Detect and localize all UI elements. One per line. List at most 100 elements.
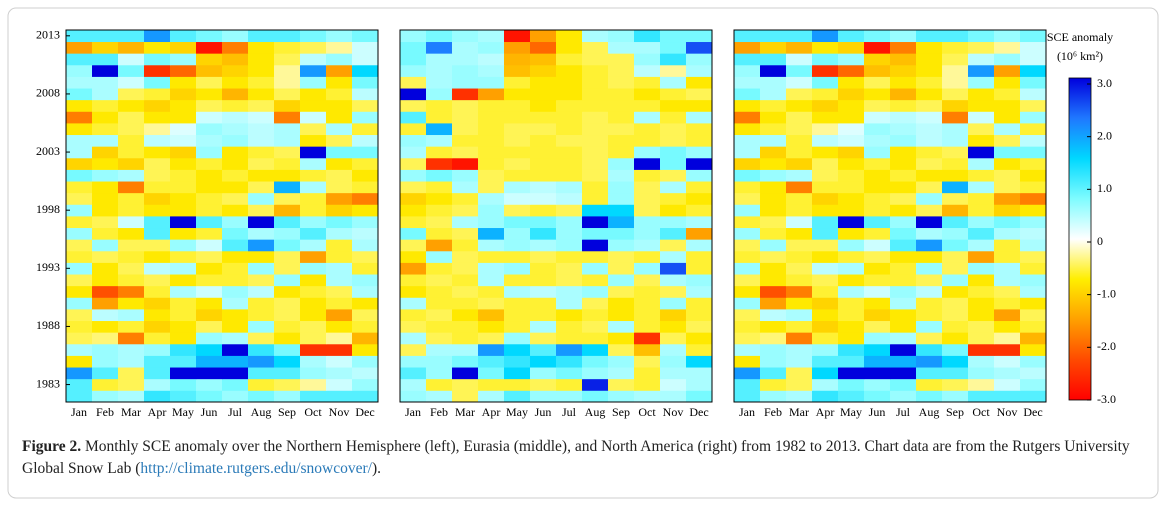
heatmap-cell [686, 332, 713, 345]
heatmap-cell [556, 64, 583, 77]
heatmap-cell [92, 320, 119, 333]
heatmap-cell [400, 239, 427, 252]
heatmap-cell [734, 123, 761, 136]
heatmap-cell [942, 53, 969, 66]
heatmap-cell [352, 134, 379, 147]
heatmap-cell [582, 204, 609, 217]
heatmap-cell [734, 134, 761, 147]
heatmap-cell [452, 250, 479, 263]
heatmap-cell [608, 53, 635, 66]
heatmap-cell [504, 111, 531, 124]
heatmap-cell [530, 390, 557, 403]
heatmap-cell [326, 30, 353, 43]
heatmap-cell [864, 88, 891, 101]
heatmap-cell [760, 123, 787, 136]
heatmap-cell [170, 390, 197, 403]
heatmap-cell [530, 309, 557, 322]
heatmap-cell [196, 169, 223, 182]
heatmap-cell [608, 309, 635, 322]
heatmap-cell [1020, 41, 1047, 54]
heatmap-cell [556, 76, 583, 89]
heatmap-cell [66, 250, 93, 263]
heatmap-cell [400, 274, 427, 287]
heatmap-cell [118, 250, 145, 263]
heatmap-cell [196, 41, 223, 54]
heatmap-cell [916, 343, 943, 356]
heatmap-cell [144, 216, 171, 229]
heatmap-cell [144, 157, 171, 170]
heatmap-cell [326, 355, 353, 368]
heatmap-cell [196, 64, 223, 77]
heatmap-cell [196, 297, 223, 310]
heatmap-cell [968, 227, 995, 240]
heatmap-cell [660, 227, 687, 240]
heatmap-cell [686, 297, 713, 310]
heatmap-cell [686, 192, 713, 205]
heatmap-cell [222, 320, 249, 333]
heatmap-cell [942, 181, 969, 194]
heatmap-cell [400, 88, 427, 101]
heatmap-cell [812, 157, 839, 170]
heatmap-cell [326, 99, 353, 112]
heatmap-cell [530, 134, 557, 147]
heatmap-cell [838, 309, 865, 322]
heatmap-cell [916, 297, 943, 310]
heatmap-cell [1020, 181, 1047, 194]
heatmap-cell [352, 297, 379, 310]
heatmap-cell [608, 204, 635, 217]
heatmap-cell [274, 367, 301, 380]
heatmap-cell [170, 169, 197, 182]
heatmap-cell [118, 53, 145, 66]
heatmap-cell [170, 30, 197, 43]
heatmap-cell [634, 76, 661, 89]
heatmap-cell [504, 53, 531, 66]
heatmap-cell [426, 146, 453, 159]
caption-text: Monthly SCE anomaly over the Northern He… [22, 438, 1130, 477]
heatmap-cell [248, 181, 275, 194]
heatmap-cell [634, 378, 661, 391]
heatmap-cell [144, 76, 171, 89]
heatmap-cell [786, 157, 813, 170]
heatmap-cell [118, 297, 145, 310]
heatmap-cell [300, 250, 327, 263]
heatmap-cell [968, 262, 995, 275]
heatmap-cell [504, 181, 531, 194]
heatmap-cell [66, 262, 93, 275]
heatmap-cell [326, 181, 353, 194]
heatmap-cell [400, 250, 427, 263]
heatmap-cell [838, 239, 865, 252]
heatmap-cell [942, 239, 969, 252]
heatmap-cell [400, 192, 427, 205]
heatmap-cell [760, 274, 787, 287]
heatmap-cell [864, 41, 891, 54]
heatmap-cell [916, 169, 943, 182]
heatmap-cell [1020, 297, 1047, 310]
heatmap-cell [300, 390, 327, 403]
heatmap-cell [326, 227, 353, 240]
heatmap-cell [760, 320, 787, 333]
heatmap-cell [530, 367, 557, 380]
heatmap-cell [352, 378, 379, 391]
heatmap-cell [274, 378, 301, 391]
heatmap-cell [660, 123, 687, 136]
heatmap-cell [66, 53, 93, 66]
heatmap-cell [838, 367, 865, 380]
heatmap-cell [504, 227, 531, 240]
heatmap-cell [994, 53, 1021, 66]
heatmap-cell [760, 343, 787, 356]
heatmap-cell [1020, 239, 1047, 252]
heatmap-cell [170, 157, 197, 170]
heatmap-cell [968, 123, 995, 136]
heatmap-cell [660, 239, 687, 252]
heatmap-cell [144, 285, 171, 298]
heatmap-cell [1020, 53, 1047, 66]
heatmap-cell [478, 204, 505, 217]
heatmap-cell [582, 227, 609, 240]
heatmap-cell [734, 262, 761, 275]
heatmap-cell [400, 262, 427, 275]
heatmap-cell [300, 216, 327, 229]
heatmap-cell [326, 250, 353, 263]
caption-link[interactable]: http://climate.rutgers.edu/snowcover/ [140, 460, 372, 477]
